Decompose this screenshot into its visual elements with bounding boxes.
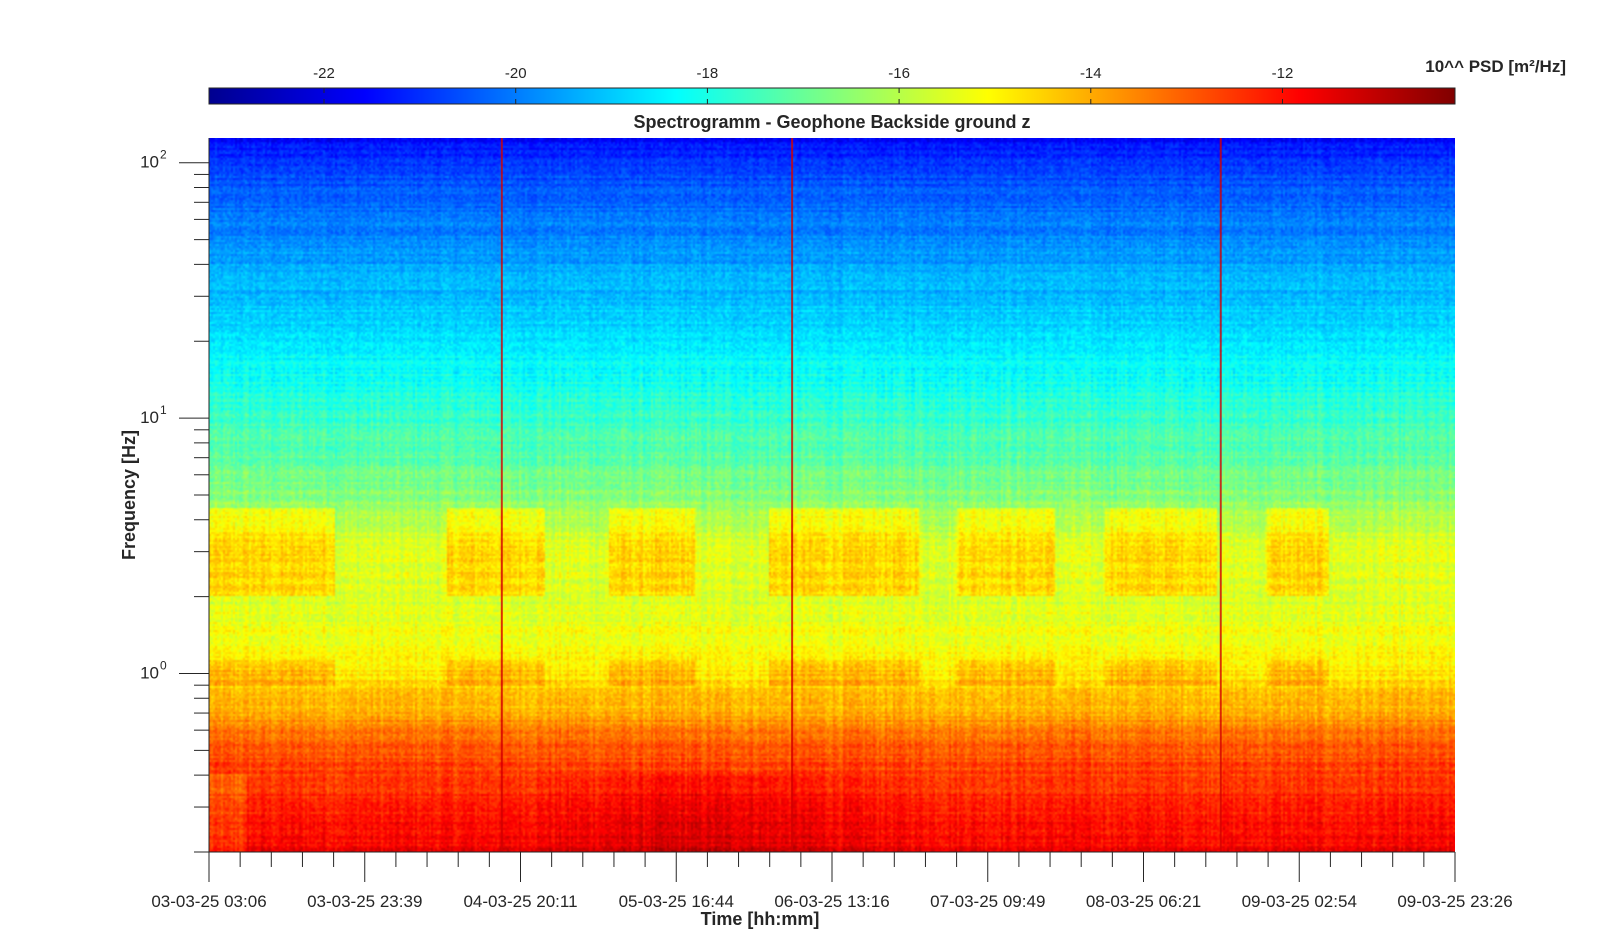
y-tick-exponent: 0 [160,659,167,673]
y-tick-label: 10 [140,408,159,427]
colorbar-tick-label: -18 [697,65,719,82]
y-tick-exponent: 2 [160,148,167,162]
transient-events [500,138,1222,852]
colorbar-tick-label: -20 [505,65,527,82]
colorbar-tick-label: -22 [313,65,335,82]
colorbar [208,87,1456,105]
colorbar-label: 10^^ PSD [m²/Hz] [1425,57,1566,76]
y-tick-exponent: 1 [160,403,167,417]
x-tick-label: 07-03-25 09:49 [930,892,1045,911]
x-tick-label: 04-03-25 20:11 [463,892,577,911]
y-axis-label: Frequency [Hz] [119,430,139,560]
spectrogram-plot [209,138,1455,852]
x-axis-label: Time [hh:mm] [701,909,820,929]
colorbar-tick-label: -14 [1080,65,1102,82]
colorbar-tick-label: -12 [1272,65,1294,82]
x-tick-label: 09-03-25 23:26 [1397,892,1512,911]
x-tick-label: 09-03-25 02:54 [1242,892,1357,911]
x-axis: 03-03-25 03:06 03-03-25 23:39 04-03-25 20:… [151,851,1513,911]
x-tick-label: 03-03-25 03:06 [151,892,266,911]
x-tick-label: 03-03-25 23:39 [307,892,422,911]
x-tick-label: 05-03-25 16:44 [619,892,734,911]
x-tick-label: 06-03-25 13:16 [774,892,889,911]
y-tick-label: 10 [140,664,159,683]
chart-title: Spectrogramm - Geophone Backside ground … [633,112,1030,132]
colorbar-tick-label: -16 [888,65,910,82]
spectrogram-heatmap [209,138,1455,852]
y-tick-label: 10 [140,153,159,172]
x-tick-label: 08-03-25 06:21 [1086,892,1201,911]
colorbar-ticks: -22 -20 -18 -16 -14 -12 [313,65,1293,104]
